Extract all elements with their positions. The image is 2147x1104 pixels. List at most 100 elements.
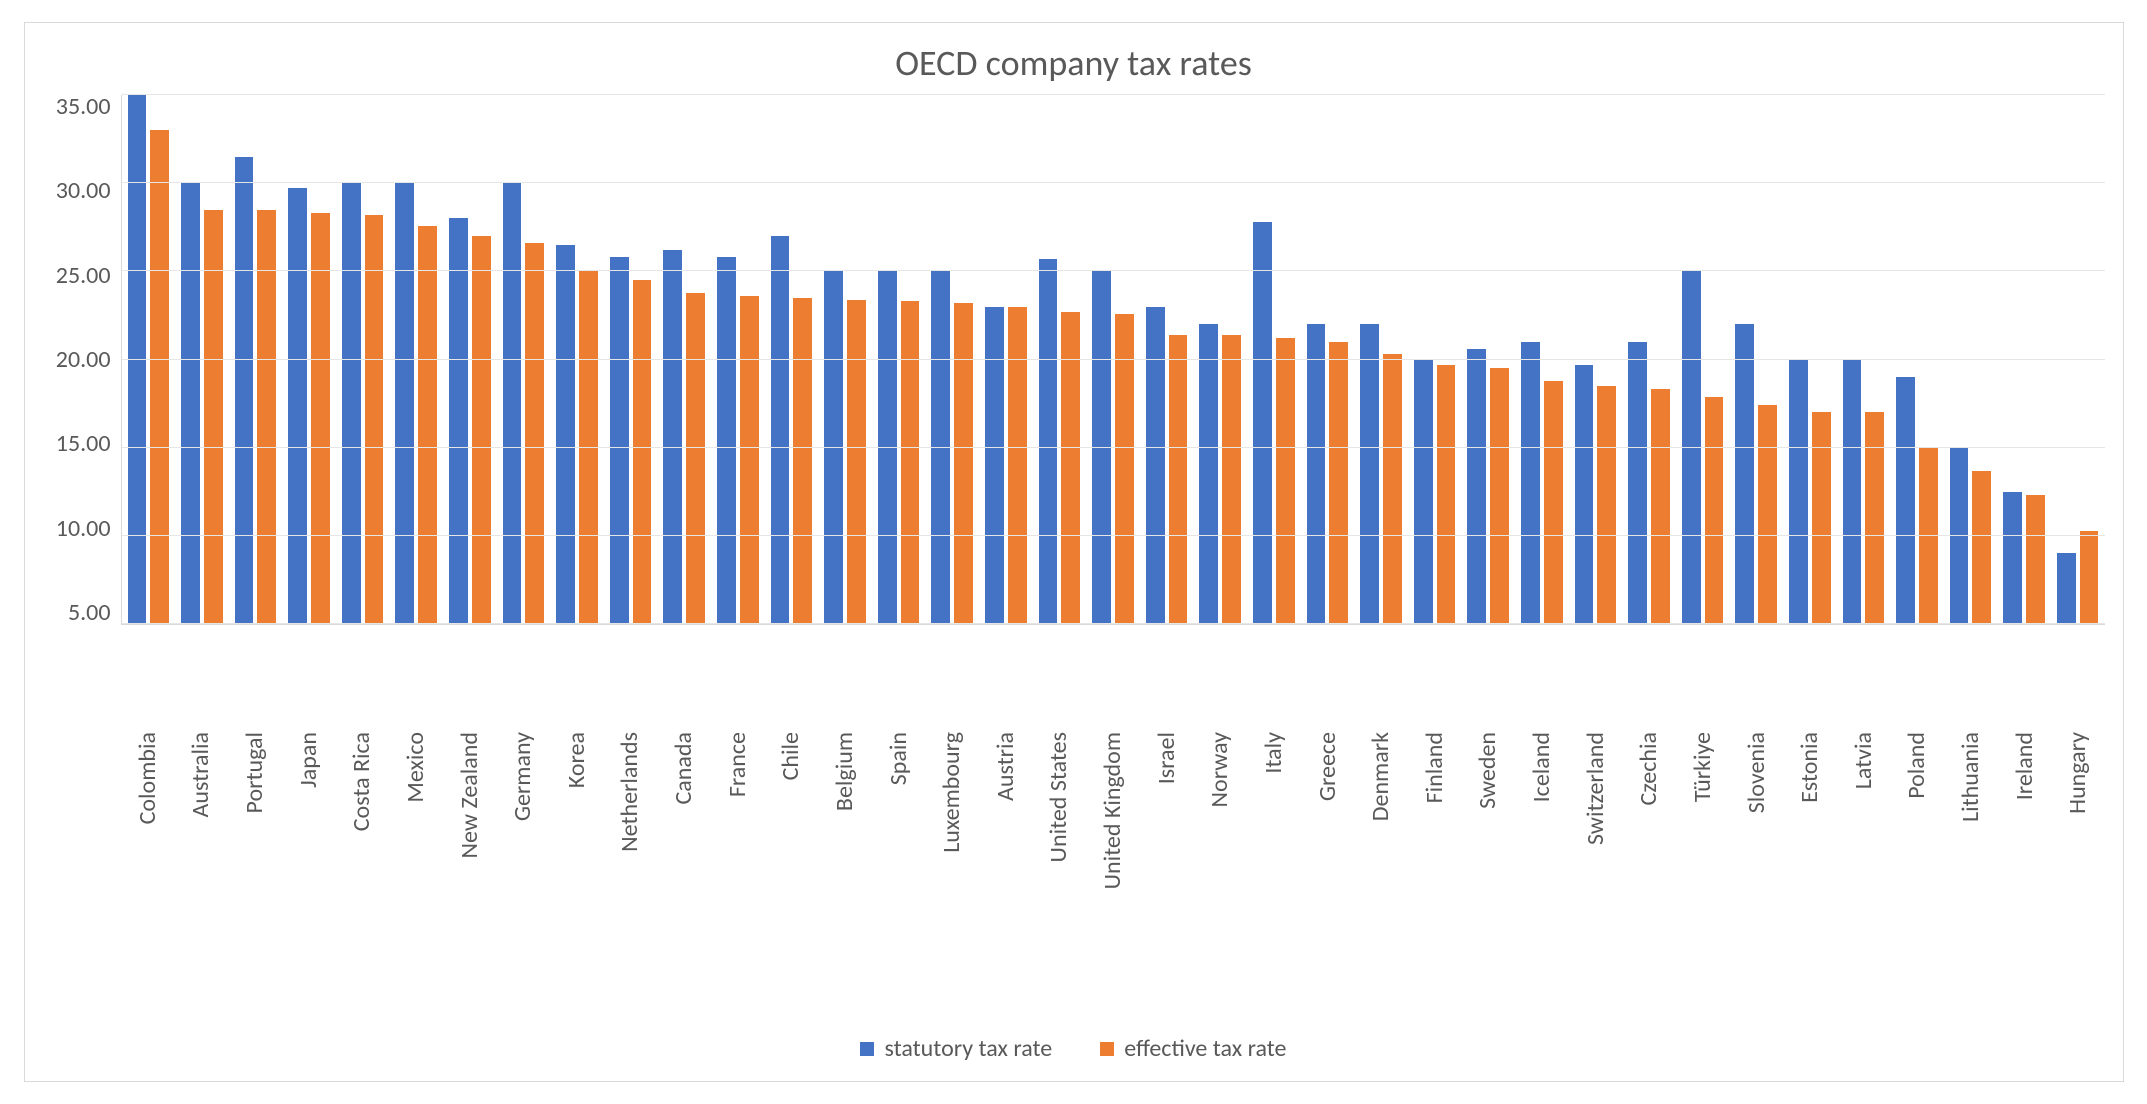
bar [610, 257, 629, 624]
y-tick-label: 15.00 [56, 432, 111, 456]
category-group [229, 95, 283, 624]
bar [847, 300, 866, 624]
y-axis-spacer [43, 724, 121, 1024]
y-tick-label: 30.00 [56, 179, 111, 203]
bar [342, 183, 361, 624]
x-tick-label: Japan [294, 732, 323, 788]
category-group [1944, 95, 1998, 624]
category-group [2051, 95, 2105, 624]
bar [686, 293, 705, 625]
bar [1199, 324, 1218, 624]
legend: statutory tax rateeffective tax rate [43, 1024, 2105, 1063]
plot-wrap: 35.0030.0025.0020.0015.0010.005.00 [43, 95, 2105, 724]
bar [395, 183, 414, 624]
x-label-slot: Austria [979, 724, 1033, 1024]
category-group [818, 95, 872, 624]
x-label-slot: Ireland [1997, 724, 2051, 1024]
x-label-slot: Hungary [2051, 724, 2105, 1024]
x-tick-label: Luxembourg [937, 732, 966, 853]
x-tick-label: Chile [776, 732, 805, 780]
category-group [1569, 95, 1623, 624]
x-label-slot: Spain [871, 724, 925, 1024]
category-group [336, 95, 390, 624]
chart-title: OECD company tax rates [43, 41, 2105, 85]
gridline [122, 94, 2105, 95]
category-group [282, 95, 336, 624]
bar [1651, 389, 1670, 624]
x-axis-inner: ColombiaAustraliaPortugalJapanCosta Rica… [121, 724, 2105, 1024]
x-tick-label: Finland [1420, 732, 1449, 803]
bar [1437, 365, 1456, 624]
x-label-slot: Czechia [1622, 724, 1676, 1024]
y-tick-label: 5.00 [68, 601, 111, 625]
bar [449, 218, 468, 624]
bar [824, 271, 843, 624]
x-label-slot: Switzerland [1568, 724, 1622, 1024]
bar [1169, 335, 1188, 624]
x-tick-label: Korea [562, 732, 591, 788]
x-axis: ColombiaAustraliaPortugalJapanCosta Rica… [43, 724, 2105, 1024]
bar [931, 271, 950, 624]
category-group [604, 95, 658, 624]
bar [1146, 307, 1165, 624]
bar [1735, 324, 1754, 624]
legend-label: effective tax rate [1124, 1034, 1286, 1063]
x-tick-label: Costa Rica [347, 732, 376, 831]
x-tick-label: Austria [991, 732, 1020, 801]
category-group [550, 95, 604, 624]
x-label-slot: Denmark [1354, 724, 1408, 1024]
category-group [1515, 95, 1569, 624]
bar [1682, 271, 1701, 624]
bar [2026, 495, 2045, 624]
x-label-slot: Chile [764, 724, 818, 1024]
bar [418, 226, 437, 625]
plot-area [121, 95, 2105, 625]
category-group [1890, 95, 1944, 624]
x-label-slot: Poland [1890, 724, 1944, 1024]
bar [128, 95, 147, 624]
bar [1383, 354, 1402, 624]
category-group [1622, 95, 1676, 624]
x-tick-label: Mexico [401, 732, 430, 803]
bar [579, 271, 598, 624]
category-group [1461, 95, 1515, 624]
x-tick-label: Spain [884, 732, 913, 785]
x-tick-label: France [723, 732, 752, 797]
x-label-slot: Finland [1408, 724, 1462, 1024]
bar [1705, 397, 1724, 624]
bar [954, 303, 973, 624]
x-label-slot: United Kingdom [1086, 724, 1140, 1024]
x-label-slot: France [710, 724, 764, 1024]
gridline [122, 270, 2105, 271]
y-tick-label: 25.00 [56, 264, 111, 288]
x-label-slot: Portugal [228, 724, 282, 1024]
bar [740, 296, 759, 624]
x-label-slot: Korea [550, 724, 604, 1024]
x-tick-label: Latvia [1849, 732, 1878, 789]
bar [1360, 324, 1379, 624]
bar [1597, 386, 1616, 624]
bar [1490, 368, 1509, 624]
chart-frame: OECD company tax rates 35.0030.0025.0020… [24, 22, 2124, 1082]
x-label-slot: Colombia [121, 724, 175, 1024]
bar [472, 236, 491, 624]
x-tick-label: Ireland [2010, 732, 2039, 800]
x-label-slot: Mexico [389, 724, 443, 1024]
legend-item: effective tax rate [1100, 1034, 1286, 1063]
gridline [122, 623, 2105, 624]
x-tick-label: Italy [1259, 732, 1288, 774]
bar [1812, 412, 1831, 624]
category-group [1354, 95, 1408, 624]
category-group [389, 95, 443, 624]
bar [1008, 307, 1027, 624]
x-label-slot: Slovenia [1729, 724, 1783, 1024]
bar [1843, 360, 1862, 625]
bar [901, 301, 920, 624]
bar [2003, 492, 2022, 624]
category-group [1783, 95, 1837, 624]
category-group [175, 95, 229, 624]
bar [311, 213, 330, 624]
legend-swatch [860, 1042, 874, 1056]
bar [1276, 338, 1295, 624]
x-tick-label: Estonia [1795, 732, 1824, 803]
